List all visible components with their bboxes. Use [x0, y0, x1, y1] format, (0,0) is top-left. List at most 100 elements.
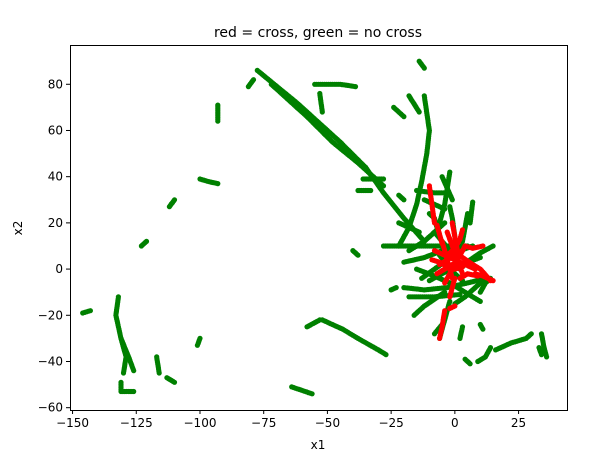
x-tick-label: 25 [511, 416, 526, 430]
trajectory [388, 285, 399, 293]
x-axis: −150 −125 −100 −75 −50 −25 0 25 [56, 410, 526, 430]
data-point [442, 308, 448, 314]
data-point [452, 275, 458, 281]
data-point [352, 84, 359, 90]
data-point [156, 370, 162, 376]
y-axis-label: x2 [11, 221, 25, 236]
data-point [442, 289, 448, 295]
trajectory [268, 81, 387, 189]
series-cross [426, 183, 496, 341]
data-point [475, 273, 481, 279]
data-point [380, 176, 387, 182]
data-point [449, 197, 455, 203]
trajectory [467, 199, 476, 226]
trajectory [444, 227, 466, 258]
data-point [477, 298, 483, 304]
data-point [215, 181, 221, 187]
data-point [380, 183, 387, 189]
data-point [490, 278, 496, 284]
data-point [171, 197, 178, 203]
data-point [120, 370, 127, 376]
data-point [472, 266, 478, 272]
data-point [368, 187, 374, 194]
x-tick-label: −150 [56, 416, 89, 430]
data-point [194, 342, 200, 348]
y-tick-label: 80 [48, 77, 63, 91]
data-point [215, 118, 221, 124]
x-tick-label: −125 [120, 416, 153, 430]
trajectory [437, 169, 453, 226]
trajectory [536, 345, 545, 358]
data-point [459, 227, 466, 233]
trajectory [475, 345, 494, 365]
x-tick-label: −100 [184, 416, 217, 430]
data-point [250, 77, 257, 83]
data-point [401, 197, 407, 203]
data-point [171, 379, 178, 385]
y-tick-label: −40 [38, 354, 63, 368]
trajectory [416, 58, 427, 71]
trajectory [350, 248, 361, 258]
trajectory [437, 308, 448, 341]
y-tick-label: 40 [48, 170, 63, 184]
data-point [480, 243, 486, 249]
trajectory [391, 104, 407, 120]
data-point [467, 220, 473, 226]
y-tick-label: 0 [55, 262, 63, 276]
data-point [421, 93, 427, 99]
data-point [457, 259, 463, 265]
trajectory [138, 238, 150, 249]
points-layer [80, 58, 550, 397]
y-tick-label: −20 [38, 308, 63, 322]
trajectory [538, 331, 550, 360]
trajectory [164, 375, 178, 385]
trajectory [166, 197, 178, 210]
trajectory [118, 335, 137, 374]
data-point [477, 254, 483, 261]
data-point [383, 352, 389, 358]
y-axis: −60 −40 −20 0 20 40 60 80 [38, 77, 70, 415]
trajectory [457, 324, 466, 341]
x-tick-label: −75 [251, 416, 276, 430]
trajectory [396, 93, 432, 249]
data-point [416, 229, 422, 235]
y-tick-label: 20 [48, 216, 63, 230]
trajectory [355, 187, 374, 194]
trajectory [434, 259, 463, 277]
x-tick-label: −50 [315, 416, 340, 430]
data-point [490, 243, 496, 249]
data-point [143, 238, 150, 244]
data-point [401, 114, 407, 120]
data-point [421, 65, 427, 71]
trajectory [197, 176, 221, 187]
data-point [319, 109, 325, 115]
trajectory [215, 102, 221, 124]
trajectory [493, 331, 534, 353]
trajectory [80, 308, 93, 316]
data-point [416, 109, 422, 115]
trajectory [457, 271, 481, 281]
data-point [457, 291, 463, 298]
trajectory [462, 243, 486, 251]
x-tick-label: −25 [378, 416, 403, 430]
trajectory [118, 379, 137, 395]
data-point [355, 252, 361, 258]
trajectory [396, 220, 422, 235]
x-tick-label: 0 [451, 416, 459, 430]
y-tick-label: 60 [48, 123, 63, 137]
trajectory [401, 275, 488, 293]
trajectory [449, 220, 460, 254]
data-point [544, 354, 550, 360]
data-point [538, 352, 545, 358]
trajectory [426, 183, 438, 226]
data-point [480, 326, 486, 332]
data-point [459, 324, 466, 330]
trajectory [447, 275, 458, 300]
data-point [309, 391, 315, 397]
trajectory [245, 77, 257, 90]
y-tick-label: −60 [38, 401, 63, 415]
data-point [131, 368, 137, 374]
